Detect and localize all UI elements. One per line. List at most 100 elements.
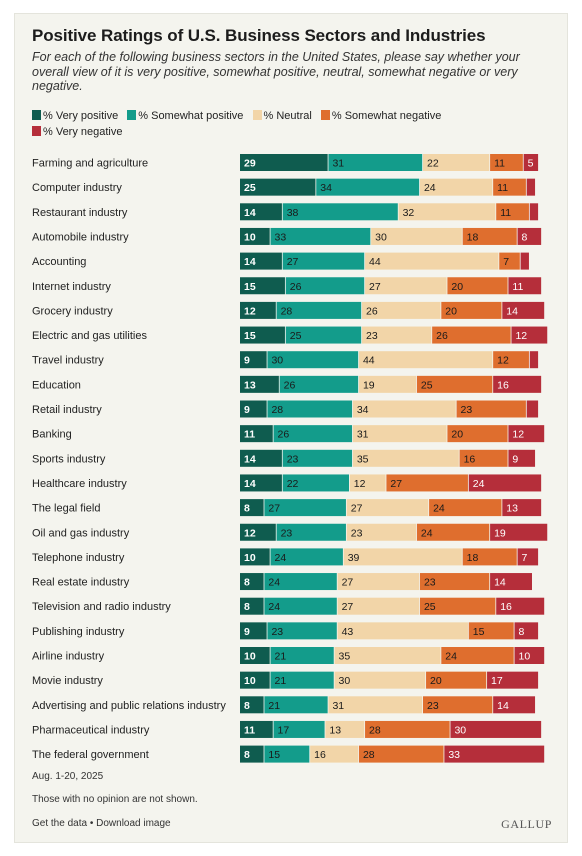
data-label: 24 [445,651,457,663]
legend-label: % Neutral [263,110,312,122]
data-label: 23 [271,626,283,638]
data-label: 14 [244,453,256,465]
bar-segment [282,252,365,270]
data-label: 8 [244,577,250,589]
data-label: 19 [363,379,375,391]
bar-segment [267,351,359,369]
gallup-logo: GALLUP [501,817,552,831]
data-label: 29 [244,158,256,170]
bar-segment [490,154,523,171]
bar-segment [264,745,310,763]
data-label: 27 [342,577,354,589]
bar-segment [352,449,459,467]
bar-segment [416,523,490,541]
data-label: 24 [421,527,433,539]
bar-segment [270,671,334,689]
category-label: Automobile industry [32,231,129,243]
legend-label: % Very negative [43,126,123,138]
bar-segment [279,375,359,393]
bar-segment [240,622,267,640]
data-label: 18 [467,231,479,243]
data-label: 18 [467,552,479,564]
bar-segment [264,696,328,714]
data-label: 16 [464,453,476,465]
data-label: 34 [320,182,332,194]
bar-segment [240,351,267,369]
data-label: 27 [390,478,402,490]
data-label: 14 [506,305,518,317]
data-label: 5 [528,158,534,170]
bar-segment [508,449,536,467]
data-label: 10 [244,651,256,663]
bar-segment [240,548,270,566]
data-label: 23 [427,700,439,712]
bar-segment [514,647,545,664]
data-label: 10 [519,651,531,663]
data-label: 27 [342,601,354,613]
bar-segment [240,696,264,714]
data-label: 31 [332,700,344,712]
data-label: 23 [461,404,473,416]
category-label: The federal government [32,749,149,761]
data-label: 23 [351,527,363,539]
legend-swatch [32,126,41,136]
bar-segment [468,474,542,492]
bar-segment [496,203,529,221]
data-label: 15 [244,330,256,342]
data-label: 14 [497,700,509,712]
data-label: 23 [424,577,436,589]
legend-swatch [252,110,262,120]
bar-segment [240,449,282,467]
data-label: 24 [275,552,287,564]
data-label: 7 [503,256,509,268]
data-label: 43 [342,626,354,638]
data-label: 11 [512,281,523,293]
footnote: Those with no opinion are not shown. [32,794,198,805]
data-label: 7 [522,552,528,564]
data-label: 26 [436,330,448,342]
bar-segment [493,351,529,369]
bar-segment [240,597,264,615]
bar-segment [282,474,349,492]
get-data-link[interactable]: Get the data [32,818,88,829]
bar-segment [450,720,542,738]
data-label: 19 [494,527,506,539]
data-label: 13 [244,379,256,391]
data-label: 16 [500,601,512,613]
chart-subtitle: For each of the following business secto… [32,50,520,93]
bar-segment [416,375,493,393]
data-label: 12 [354,478,366,490]
bar-segment [240,425,273,443]
bar-segment [362,301,441,319]
bar-segment [270,647,334,664]
bar-segment [240,745,264,763]
data-label: 8 [244,601,250,613]
data-label: 12 [244,527,256,539]
download-image-link[interactable]: Download image [96,818,171,829]
data-label: 44 [369,256,381,268]
data-label: 9 [244,626,250,638]
data-label: 38 [287,207,299,219]
bar-segment [523,154,539,171]
category-label: Real estate industry [32,577,130,589]
bar-segment [462,548,517,566]
bar-segment [419,573,490,591]
bar-segment [493,178,526,196]
bar-segment [337,622,468,640]
category-label: The legal field [32,503,101,515]
bar-segment [419,178,493,196]
bar-segment [316,178,420,196]
bar-segment [270,548,343,566]
data-label: 35 [357,453,369,465]
data-label: 24 [268,577,280,589]
legend-swatch [32,110,41,120]
data-label: 44 [363,355,375,367]
bar-segment [365,720,450,738]
data-label: 12 [497,355,509,367]
bar-segment [432,326,511,344]
category-label: Advertising and public relations industr… [32,700,226,712]
data-label: 25 [421,379,433,391]
data-label: 34 [357,404,369,416]
data-label: 10 [244,231,256,243]
data-label: 14 [244,207,256,219]
